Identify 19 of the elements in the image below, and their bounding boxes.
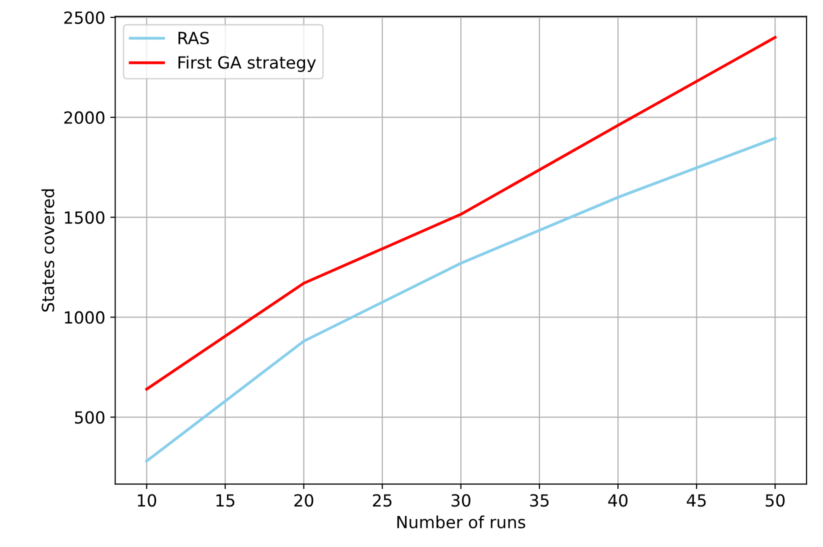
line-series — [145, 136, 777, 462]
x-tick-label: 30 — [452, 494, 470, 507]
y-tick-label: 1500 — [64, 211, 104, 224]
x-tick-label: 50 — [766, 494, 785, 507]
legend-label: RAS — [178, 32, 209, 44]
y-tick-label: 1000 — [64, 311, 104, 324]
x-tick-label: 45 — [686, 494, 706, 507]
x-tick-label: 40 — [608, 494, 628, 507]
x-tick-label: 25 — [372, 494, 392, 507]
y-tick-label: 2500 — [64, 11, 104, 24]
legend-label: First GA strategy — [178, 56, 316, 72]
y-axis-title: States covered — [41, 189, 54, 312]
x-tick-label: 15 — [216, 494, 234, 507]
y-tick-label: 500 — [74, 411, 104, 424]
x-tick-label: 10 — [138, 494, 156, 507]
x-tick-label: 35 — [530, 494, 549, 507]
y-tick-label: 2000 — [64, 111, 104, 124]
x-tick-label: 20 — [294, 494, 314, 507]
x-axis-title: Number of runs — [397, 516, 526, 528]
